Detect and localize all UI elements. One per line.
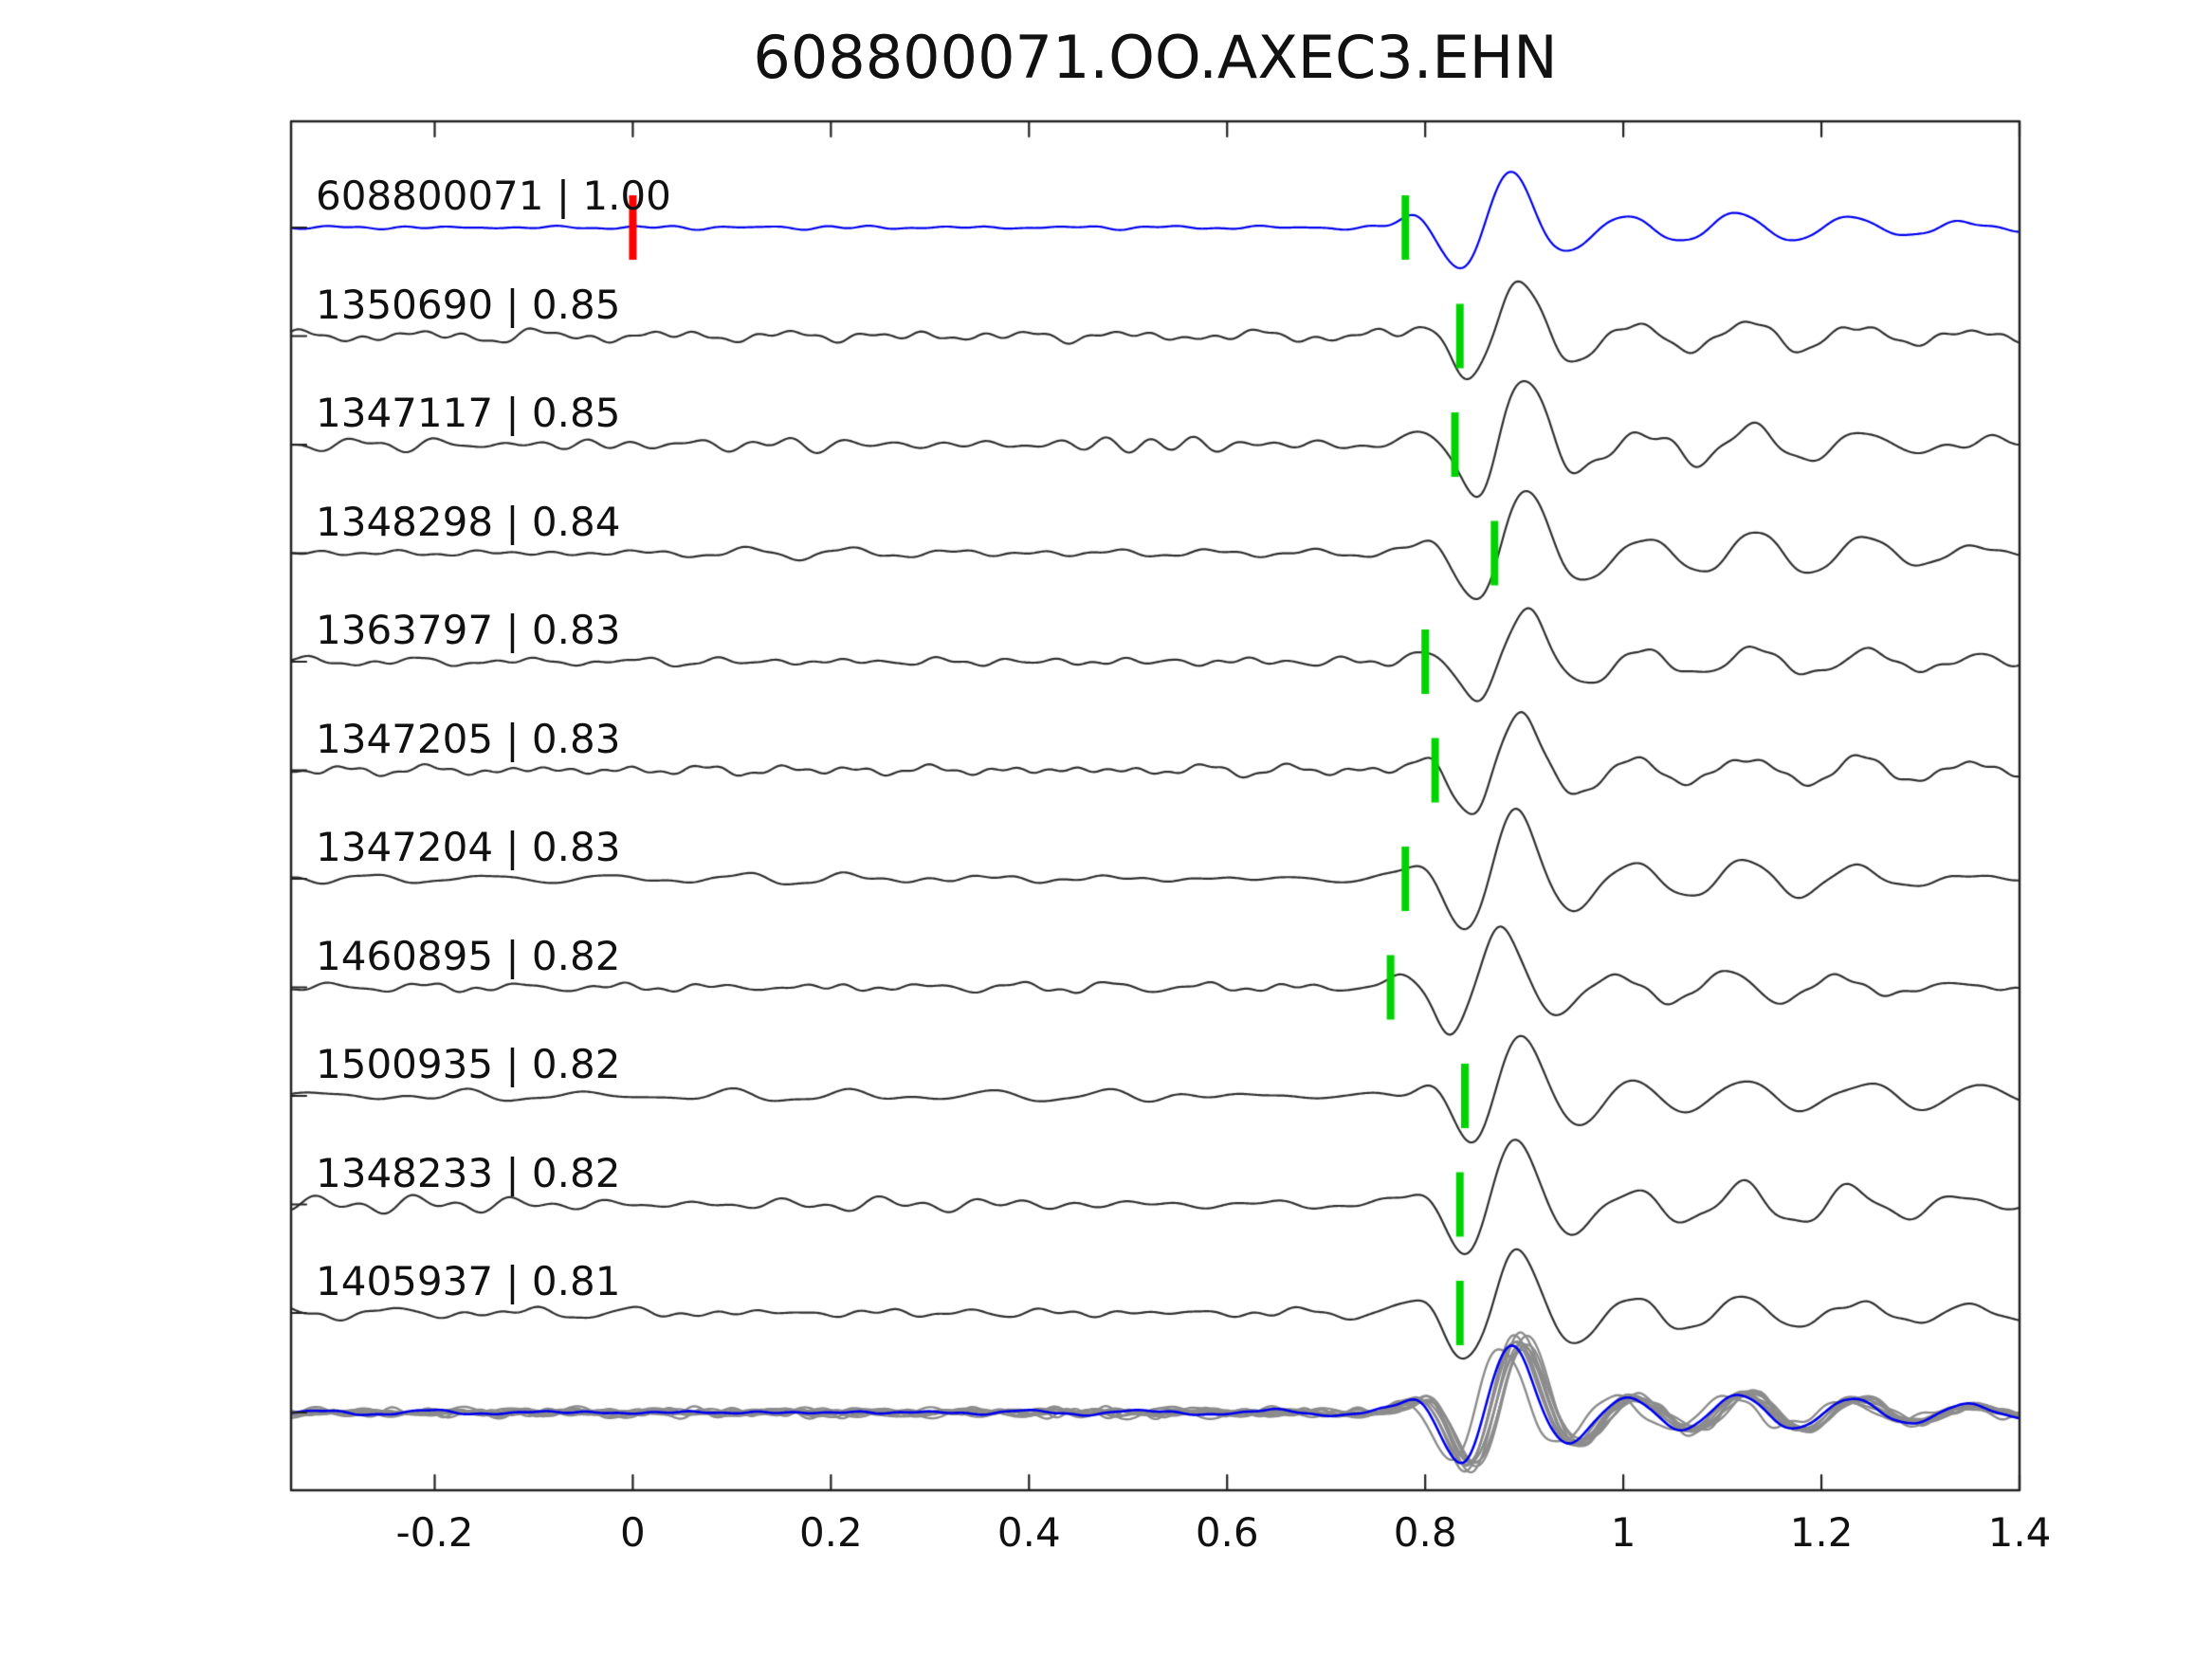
- trace-label: 1363797 | 0.83: [316, 607, 621, 653]
- x-tick-label: 0.4: [996, 1509, 1061, 1556]
- trace-label: 1347117 | 0.85: [316, 390, 621, 436]
- x-tick-label: 0.8: [1393, 1509, 1457, 1556]
- trace-label: 1500935 | 0.82: [316, 1041, 621, 1087]
- x-tick-label: 0.2: [798, 1509, 863, 1556]
- trace-label: 1348298 | 0.84: [316, 498, 621, 545]
- trace-label: 608800071 | 1.00: [316, 173, 671, 219]
- trace-label: 1350690 | 0.85: [316, 281, 621, 328]
- x-tick-label: 0: [620, 1509, 646, 1556]
- trace-label: 1460895 | 0.82: [316, 932, 621, 979]
- x-tick-label: 0.6: [1195, 1509, 1259, 1556]
- trace-label: 1347205 | 0.83: [316, 715, 621, 762]
- trace-label: 1348233 | 0.82: [316, 1149, 621, 1196]
- x-tick-label: 1.4: [1987, 1509, 2052, 1556]
- x-tick-label: -0.2: [395, 1509, 474, 1556]
- x-tick-label: 1: [1610, 1509, 1636, 1556]
- trace-label: 1347204 | 0.83: [316, 824, 621, 870]
- x-tick-label: 1.2: [1789, 1509, 1854, 1556]
- trace-label: 1405937 | 0.81: [316, 1258, 621, 1304]
